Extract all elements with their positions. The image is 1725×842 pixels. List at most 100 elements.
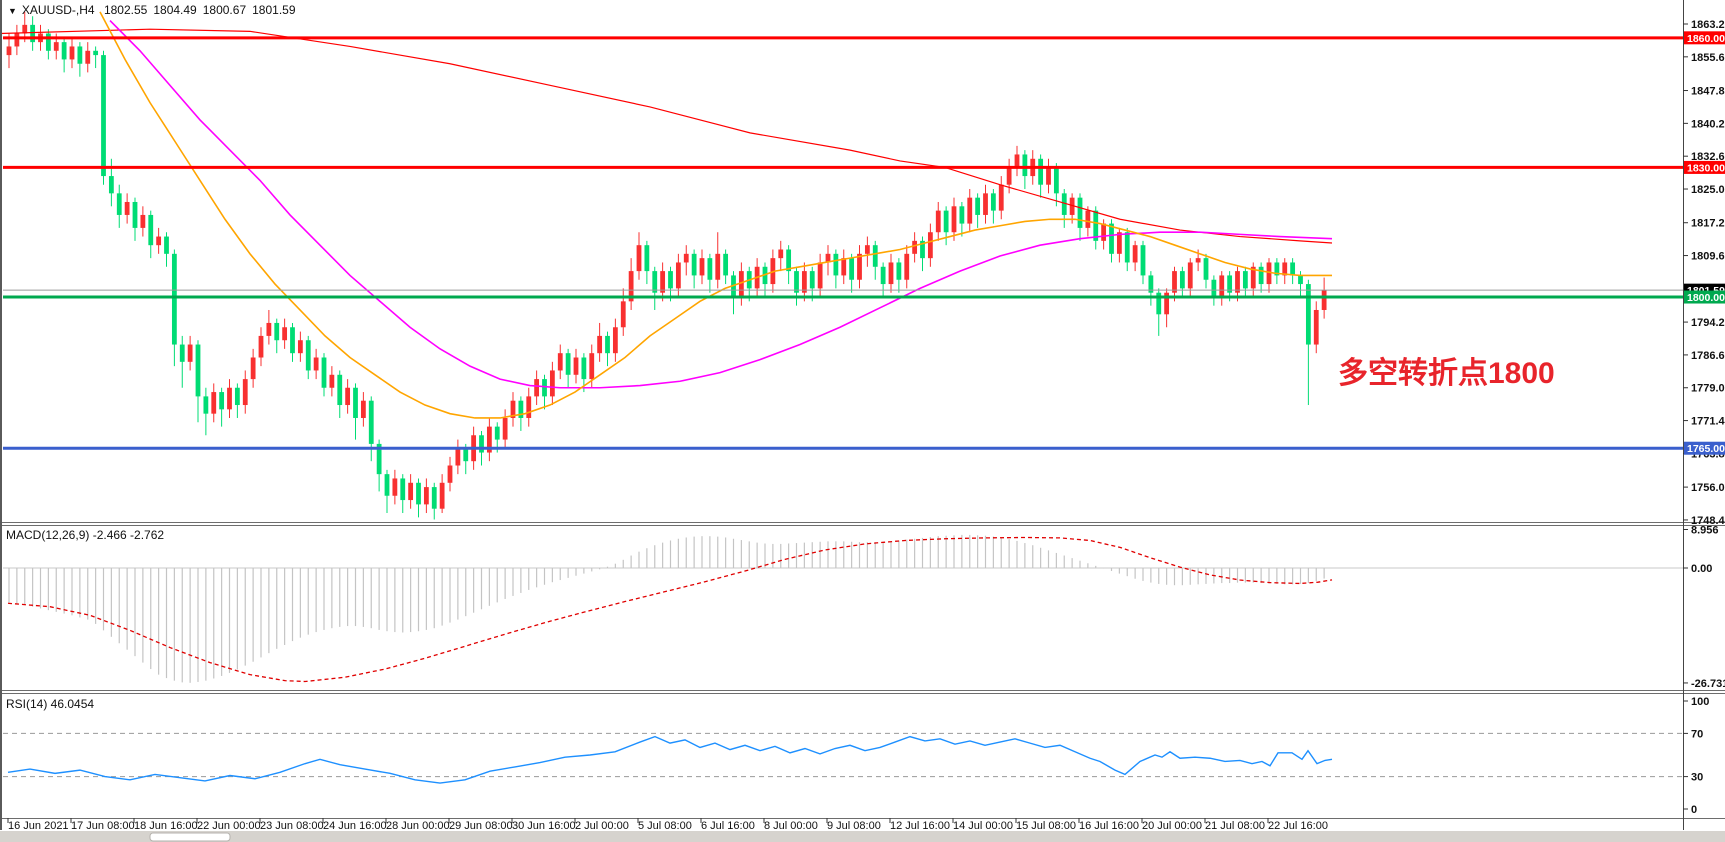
candle-body xyxy=(1290,262,1296,276)
candle-body xyxy=(313,357,319,371)
candle-body xyxy=(242,379,248,406)
candle-body xyxy=(597,335,603,354)
candle-body xyxy=(1258,266,1264,285)
candle-body xyxy=(683,253,689,263)
candle-body xyxy=(715,253,721,280)
time-tick-label: 18 Jun 16:00 xyxy=(134,820,198,832)
rsi-axis-label: 30 xyxy=(1691,772,1703,784)
candle-body xyxy=(975,197,981,215)
time-tick-label: 29 Jun 08:00 xyxy=(449,820,513,832)
time-axis[interactable]: 16 Jun 2021 17 Jun 08:00 18 Jun 16:00 22 Ju… xyxy=(7,818,1328,832)
candle-body xyxy=(345,387,351,406)
candle-body xyxy=(904,253,910,280)
candle-body xyxy=(888,262,894,285)
macd-axis-label: 0.00 xyxy=(1691,563,1712,575)
candle-body xyxy=(124,201,130,215)
candle-body xyxy=(1156,292,1162,315)
candle-body xyxy=(510,400,516,418)
candle-body xyxy=(1046,167,1051,185)
candle-body xyxy=(479,435,484,453)
candle-body xyxy=(1164,292,1170,315)
chevron-down-icon[interactable]: ▼ xyxy=(8,6,17,16)
candle-body xyxy=(447,465,453,483)
candle-body xyxy=(227,387,232,410)
candle-body xyxy=(920,240,925,259)
candle-body xyxy=(1148,275,1154,293)
candle-body xyxy=(605,335,610,354)
scrollbar-track[interactable] xyxy=(0,831,1725,842)
candle-body xyxy=(108,176,114,194)
price-tag xyxy=(1684,31,1725,45)
time-tick-label: 20 Jul 00:00 xyxy=(1142,820,1202,832)
candle-body xyxy=(93,50,99,56)
candle-body xyxy=(116,193,122,215)
candle-body xyxy=(250,357,256,380)
time-tick-label: 23 Jun 08:00 xyxy=(260,820,324,832)
bottom-scrollbar[interactable] xyxy=(0,831,1725,842)
candle-body xyxy=(817,262,823,289)
candle-body xyxy=(101,55,106,177)
price-tick-label: 1825.00 xyxy=(1691,184,1725,196)
price-tag-label: 1830.00 xyxy=(1687,162,1725,174)
price-tick-label: 1779.00 xyxy=(1691,383,1725,395)
candle-body xyxy=(1124,232,1130,263)
candle-body xyxy=(644,245,650,272)
time-tick-label: 22 Jun 00:00 xyxy=(197,820,261,832)
time-tick-label: 24 Jun 16:00 xyxy=(323,820,387,832)
time-tick-label: 30 Jun 16:00 xyxy=(512,820,576,832)
candle-body xyxy=(171,253,177,345)
candle-body xyxy=(494,426,500,440)
candle-body xyxy=(22,24,28,34)
price-tick-label: 1817.20 xyxy=(1691,218,1725,230)
candle-body xyxy=(542,379,547,397)
price-tag xyxy=(1684,441,1725,455)
candle-body xyxy=(156,236,162,246)
rsi-panel[interactable] xyxy=(3,732,1683,784)
time-tick-label: 14 Jul 00:00 xyxy=(953,820,1013,832)
price-tick-label: 1756.00 xyxy=(1691,482,1725,494)
candle-body xyxy=(849,258,855,280)
candle-body xyxy=(211,392,217,414)
candle-body xyxy=(416,482,421,505)
price-tick-label: 1855.60 xyxy=(1691,52,1725,64)
candle-body xyxy=(1227,275,1233,293)
candle-body xyxy=(636,245,642,272)
candle-body xyxy=(234,387,240,406)
candle-body xyxy=(266,322,272,336)
chart-annotation-text[interactable]: 多空转折点1800 xyxy=(1338,357,1555,390)
candle-body xyxy=(518,400,524,418)
candle-body xyxy=(1282,262,1288,276)
candle-body xyxy=(148,214,154,246)
candle-body xyxy=(841,258,847,276)
price-tick-label: 1794.20 xyxy=(1691,317,1725,329)
price-tag-label: 1800.00 xyxy=(1687,292,1725,304)
candle-body xyxy=(408,482,414,501)
price-tick-label: 1809.60 xyxy=(1691,251,1725,263)
level-lines[interactable] xyxy=(3,36,1683,450)
candle-body xyxy=(502,417,508,440)
scrollbar-thumb[interactable] xyxy=(149,832,231,842)
candle-body xyxy=(203,396,209,414)
candle-body xyxy=(164,236,169,254)
candle-body xyxy=(305,340,311,371)
candle-body xyxy=(990,193,996,211)
candle-body xyxy=(896,262,902,280)
candle-body xyxy=(1172,271,1177,293)
candle-body xyxy=(801,271,807,293)
ma_red-line[interactable] xyxy=(0,28,1333,244)
rsi-axis-label: 70 xyxy=(1691,728,1703,740)
candle-body xyxy=(1006,167,1012,185)
candle-body xyxy=(809,271,815,289)
candle-body xyxy=(967,197,973,224)
macd-panel[interactable] xyxy=(3,534,1683,683)
ma_orange-line[interactable] xyxy=(99,11,1332,419)
ma_magenta-line[interactable] xyxy=(109,19,1333,389)
candle-body xyxy=(549,370,555,397)
candle-body xyxy=(274,322,280,341)
candles[interactable] xyxy=(6,11,1327,520)
candle-body xyxy=(1109,223,1114,254)
price-tick-label: 1786.60 xyxy=(1691,350,1725,362)
price-axis[interactable]: 1863.20 1855.60 1847.80 1840.20 1832.60 1825.… xyxy=(1683,19,1725,527)
